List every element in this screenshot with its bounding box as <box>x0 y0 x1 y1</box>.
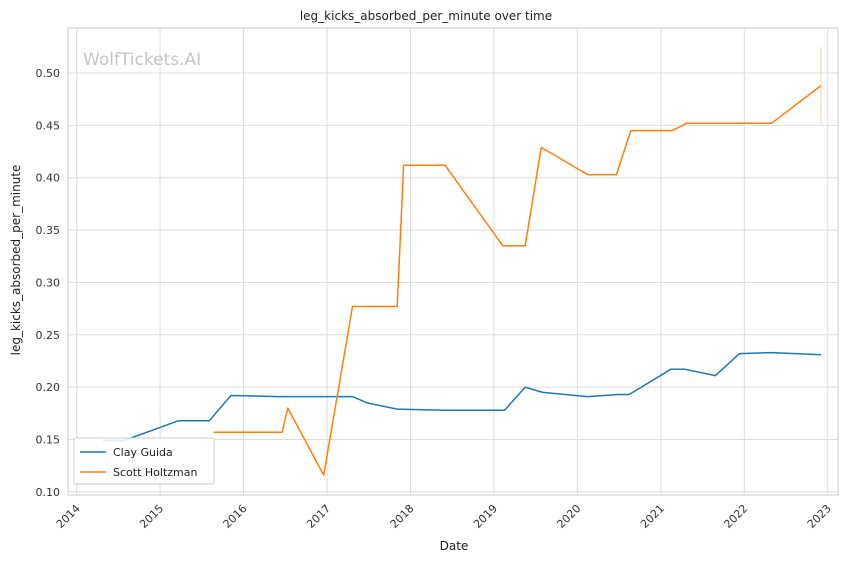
x-tick-label: 2023 <box>805 502 834 531</box>
series-lines <box>103 85 822 476</box>
y-tick-label: 0.10 <box>36 486 61 499</box>
series-line-clay-guida <box>103 351 822 442</box>
x-tick-label: 2018 <box>388 502 417 531</box>
legend: Clay Guida Scott Holtzman <box>73 437 215 485</box>
x-tick-label: 2021 <box>638 502 667 531</box>
x-gridlines <box>76 28 829 495</box>
y-tick-label: 0.20 <box>36 381 61 394</box>
y-tick-label: 0.40 <box>36 172 61 185</box>
chart-title: leg_kicks_absorbed_per_minute over time <box>300 9 552 23</box>
legend-label-clay-guida: Clay Guida <box>113 446 173 459</box>
y-tick-label: 0.15 <box>36 434 61 447</box>
series-line-scott-holtzman <box>213 85 822 476</box>
y-tick-label: 0.50 <box>36 67 61 80</box>
x-tick-labels: 2014 2015 2016 2017 2018 2019 2020 2021 2022 2023 <box>54 502 834 531</box>
x-tick-label: 2014 <box>54 502 83 531</box>
y-tick-label: 0.35 <box>36 224 61 237</box>
x-tick-label: 2022 <box>721 502 750 531</box>
legend-label-scott-holtzman: Scott Holtzman <box>113 466 197 479</box>
x-tick-label: 2016 <box>221 502 250 531</box>
y-tick-label: 0.30 <box>36 276 61 289</box>
legend-box <box>73 437 215 485</box>
y-gridlines <box>68 72 838 493</box>
x-tick-label: 2015 <box>137 502 166 531</box>
y-tick-labels: 0.10 0.15 0.20 0.25 0.30 0.35 0.40 0.45 0.50 <box>36 67 61 499</box>
x-tick-label: 2019 <box>471 502 500 531</box>
x-axis-label: Date <box>440 539 469 553</box>
watermark: WolfTickets.AI <box>83 50 201 70</box>
plot-area-border <box>67 27 839 496</box>
y-tick-label: 0.45 <box>36 119 61 132</box>
y-tick-label: 0.25 <box>36 329 61 342</box>
y-axis-label: leg_kicks_absorbed_per_minute <box>9 165 23 356</box>
x-tick-label: 2020 <box>554 502 583 531</box>
x-tick-label: 2017 <box>304 502 333 531</box>
